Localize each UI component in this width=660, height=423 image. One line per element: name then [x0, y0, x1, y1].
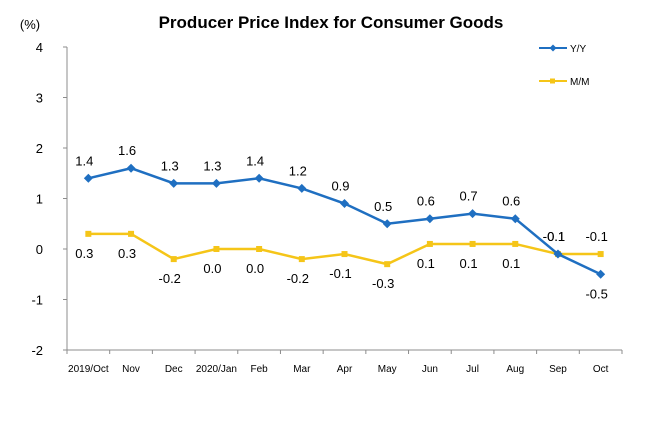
y-tick-label: 3: [36, 91, 43, 106]
x-tick-label: Nov: [122, 364, 140, 375]
data-point: [340, 199, 349, 209]
legend-item: M/M: [539, 77, 589, 88]
data-label: 1.3: [203, 158, 221, 173]
axes: [66, 47, 622, 351]
y-tick-label: 4: [36, 40, 43, 55]
legend-marker: [550, 78, 555, 84]
legend-label: Y/Y: [570, 44, 586, 55]
data-label: -0.1: [543, 229, 565, 244]
data-label: -0.1: [585, 229, 607, 244]
series-y-y: 1.4 1.6 1.3 1.3 1.4 1.2 0.9 0.5 0.6 0.7 0.6 -0.1 -0.…: [75, 143, 608, 301]
x-tick-label: Aug: [506, 364, 524, 375]
data-label: 0.9: [331, 179, 349, 194]
x-tick-label: Jul: [466, 364, 479, 375]
data-label: 0.3: [75, 246, 93, 261]
data-label: 1.2: [289, 163, 307, 178]
data-label: 0.0: [203, 261, 221, 276]
series-layer: 0.3 0.3 -0.2 0.0 0.0 -0.2 -0.1 -0.3 0.1 0.1 0.1 -0.…: [75, 143, 608, 301]
data-label: 0.1: [502, 256, 520, 271]
data-point: [298, 256, 305, 263]
data-point: [468, 209, 478, 219]
data-point: [553, 249, 563, 259]
data-point: [510, 214, 520, 224]
data-label: -0.3: [372, 276, 394, 291]
data-label: -0.5: [585, 286, 607, 301]
x-axis-ticks: 2019/Oct Nov Dec 2020/Jan Feb Mar Apr May Jun Jul…: [66, 350, 623, 375]
data-label: 0.5: [374, 199, 392, 214]
series-m-m: 0.3 0.3 -0.2 0.0 0.0 -0.2 -0.1 -0.3 0.1 0.1 0.1 -0.…: [75, 229, 608, 291]
x-tick-label: Sep: [549, 364, 567, 375]
legend-item: Y/Y: [539, 44, 586, 55]
legend: Y/Y M/M: [539, 44, 589, 88]
legend-marker: [549, 44, 557, 52]
y-tick-label: 1: [36, 192, 43, 207]
data-point: [596, 269, 606, 279]
y-tick-label: 2: [36, 141, 43, 156]
data-point: [254, 173, 264, 183]
data-point: [341, 251, 348, 258]
data-label: 0.6: [417, 194, 435, 209]
legend-label: M/M: [570, 77, 589, 88]
data-label: 1.4: [75, 153, 93, 168]
x-tick-label: Apr: [337, 364, 353, 375]
data-label: 0.1: [417, 256, 435, 271]
data-point: [512, 240, 519, 247]
x-tick-label: Oct: [593, 364, 609, 375]
data-label: -0.2: [159, 271, 181, 286]
data-point: [384, 261, 391, 268]
data-label: 0.3: [118, 246, 136, 261]
data-point: [382, 219, 392, 229]
y-tick-label: -1: [31, 293, 43, 308]
data-label: -0.2: [287, 271, 309, 286]
data-label: 0.1: [460, 256, 478, 271]
data-point: [256, 246, 263, 252]
series-line: [88, 232, 601, 266]
data-point: [213, 246, 220, 252]
data-label: -0.1: [543, 229, 565, 244]
data-label: -0.1: [329, 266, 351, 281]
data-label: 1.4: [246, 153, 264, 168]
x-tick-label: Mar: [293, 364, 311, 375]
x-tick-label: 2019/Oct: [68, 364, 109, 375]
x-tick-label: Feb: [250, 364, 268, 375]
data-point: [597, 251, 604, 258]
y-tick-label: 0: [36, 242, 43, 257]
data-point: [170, 256, 177, 263]
data-point: [211, 178, 221, 188]
x-tick-label: May: [378, 364, 397, 375]
data-label: 0.0: [246, 261, 264, 276]
data-label: 1.6: [118, 143, 136, 158]
y-axis-ticks: 4 3 2 1 0 -1 -2: [31, 40, 67, 358]
data-point: [126, 163, 136, 173]
x-tick-label: Dec: [165, 364, 183, 375]
data-label: 1.3: [161, 158, 179, 173]
data-point: [426, 240, 433, 247]
data-point: [85, 230, 92, 237]
data-point: [297, 183, 307, 193]
data-point: [425, 214, 435, 224]
y-axis-unit-label: (%): [20, 17, 40, 32]
data-point: [469, 240, 476, 247]
y-tick-label: -2: [31, 343, 43, 358]
data-point: [169, 178, 179, 188]
data-point: [83, 173, 93, 183]
data-point: [128, 230, 135, 237]
x-tick-label: 2020/Jan: [196, 364, 237, 375]
chart-title: Producer Price Index for Consumer Goods: [159, 13, 504, 32]
x-tick-label: Jun: [422, 364, 438, 375]
data-label: 0.6: [502, 194, 520, 209]
data-label: 0.7: [460, 189, 478, 204]
